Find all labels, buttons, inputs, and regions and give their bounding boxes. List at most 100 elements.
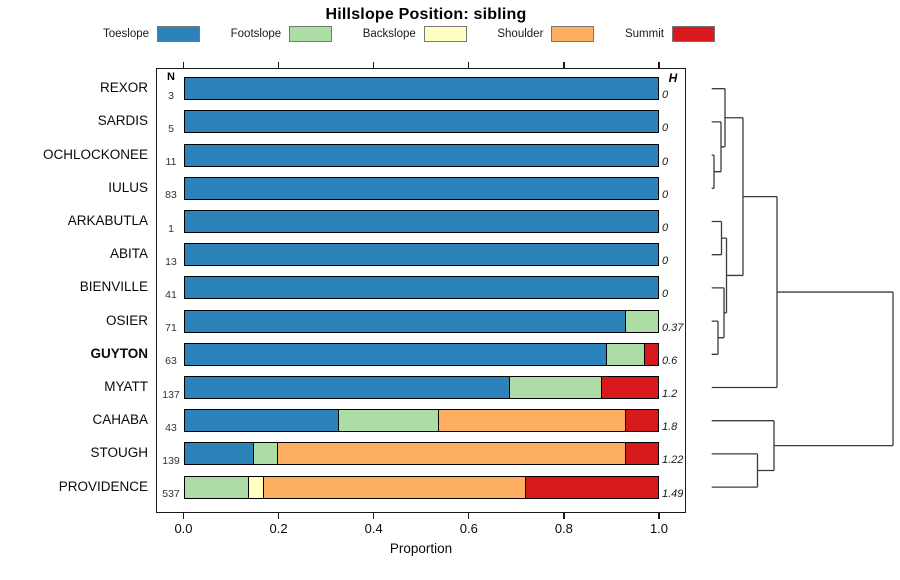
x-axis-title: Proportion xyxy=(389,541,453,556)
x-tick-label: 1.0 xyxy=(649,521,669,536)
bar-segment xyxy=(184,476,249,498)
n-value: 43 xyxy=(165,421,177,434)
h-value: 0 xyxy=(662,222,669,234)
x-tick-top xyxy=(468,62,470,68)
h-value: 0 xyxy=(662,155,669,168)
row-label: ARKABUTLA xyxy=(67,213,148,228)
n-value: 5 xyxy=(168,122,174,135)
legend-item: Shoulder xyxy=(497,26,595,42)
bar-segment xyxy=(525,476,658,498)
bar-segment xyxy=(184,177,658,199)
x-tick-bottom xyxy=(563,513,565,519)
n-value: 71 xyxy=(165,322,177,335)
bar-segment xyxy=(184,277,658,299)
h-column-header: H xyxy=(668,71,678,85)
stacked-bar xyxy=(183,110,659,134)
h-value: 1.22 xyxy=(662,454,684,467)
h-value: 0 xyxy=(662,288,669,301)
bar-segment xyxy=(643,343,658,365)
h-value: 0 xyxy=(662,255,669,268)
row-label: REXOR xyxy=(99,80,148,96)
plot-area-border xyxy=(156,68,686,513)
bar-segment xyxy=(184,377,509,398)
row-label: OSIER xyxy=(105,312,148,328)
x-tick-bottom xyxy=(182,513,185,519)
n-value: 537 xyxy=(162,488,180,501)
legend-swatch xyxy=(157,26,201,42)
bar-segment xyxy=(184,211,658,232)
n-value: 3 xyxy=(168,89,174,102)
row-label: SARDIS xyxy=(97,113,148,129)
legend-label: Summit xyxy=(624,28,664,40)
row-label: OCHLOCKONEE xyxy=(42,146,148,162)
n-value: 139 xyxy=(162,454,180,467)
bar-segment xyxy=(184,310,625,332)
x-tick-label: 0.4 xyxy=(364,521,383,536)
stacked-bar xyxy=(183,176,659,200)
n-value: 41 xyxy=(165,288,177,301)
legend-label: Footslope xyxy=(230,28,282,40)
legend-swatch xyxy=(551,26,595,42)
bar-segment xyxy=(184,343,606,365)
stacked-bar xyxy=(183,143,659,167)
bar-segment xyxy=(601,377,658,398)
bar-segment xyxy=(184,443,254,465)
x-tick-label: 0.6 xyxy=(459,521,478,536)
bar-segment xyxy=(184,78,658,100)
x-tick-bottom xyxy=(658,513,660,519)
stacked-bar xyxy=(183,442,659,466)
h-value: 0 xyxy=(662,89,669,102)
stacked-bar xyxy=(183,309,659,333)
bar-segment xyxy=(508,377,602,398)
h-value: 1.8 xyxy=(662,421,678,434)
legend-swatch xyxy=(671,26,715,42)
row-label: PROVIDENCE xyxy=(58,478,148,494)
x-tick-label: 0.8 xyxy=(554,521,573,536)
row-label: STOUGH xyxy=(90,445,148,461)
bar-segment xyxy=(624,410,658,432)
n-value: 13 xyxy=(165,255,177,268)
h-value: 0.37 xyxy=(662,321,684,334)
n-value: 137 xyxy=(162,388,180,401)
bar-segment xyxy=(338,410,438,432)
bar-segment xyxy=(184,111,658,133)
legend-label: Toeslope xyxy=(103,28,150,40)
bar-segment xyxy=(624,310,658,332)
h-value: 0 xyxy=(662,188,669,201)
row-label: MYATT xyxy=(104,379,148,394)
n-value: 1 xyxy=(168,222,174,235)
n-value: 63 xyxy=(165,355,177,368)
n-value: 11 xyxy=(165,156,177,169)
legend-swatch xyxy=(423,26,467,42)
h-value: 0 xyxy=(662,122,669,135)
legend-label: Backslope xyxy=(362,28,416,40)
x-tick-bottom xyxy=(277,513,280,519)
bar-segment xyxy=(262,476,526,498)
legend-label: Shoulder xyxy=(497,28,544,40)
legend-item: Footslope xyxy=(231,26,333,42)
legend: Toeslope Footslope Backslope Shoulder Summit xyxy=(103,24,715,44)
row-label: GUYTON xyxy=(90,345,148,361)
n-column-header: N xyxy=(167,71,175,83)
bar-segment xyxy=(184,244,658,266)
legend-item: Backslope xyxy=(363,26,467,42)
n-value: 83 xyxy=(165,189,177,202)
h-value: 1.49 xyxy=(662,487,684,500)
x-tick-top xyxy=(373,62,375,68)
x-tick-top xyxy=(658,62,660,68)
stacked-bar xyxy=(183,276,659,300)
stacked-bar xyxy=(183,409,659,433)
x-tick-top xyxy=(277,62,280,68)
h-value: 1.2 xyxy=(662,388,678,400)
bar-segment xyxy=(624,443,658,465)
x-tick-label: 0.2 xyxy=(269,521,288,536)
legend-item: Toeslope xyxy=(103,26,201,42)
h-value: 0.6 xyxy=(662,354,678,367)
x-tick-label: 0.0 xyxy=(174,521,193,536)
stacked-bar xyxy=(183,210,659,233)
row-label: ABITA xyxy=(109,246,148,262)
x-tick-top xyxy=(563,62,565,68)
stacked-bar xyxy=(183,475,659,499)
bar-segment xyxy=(437,410,625,432)
